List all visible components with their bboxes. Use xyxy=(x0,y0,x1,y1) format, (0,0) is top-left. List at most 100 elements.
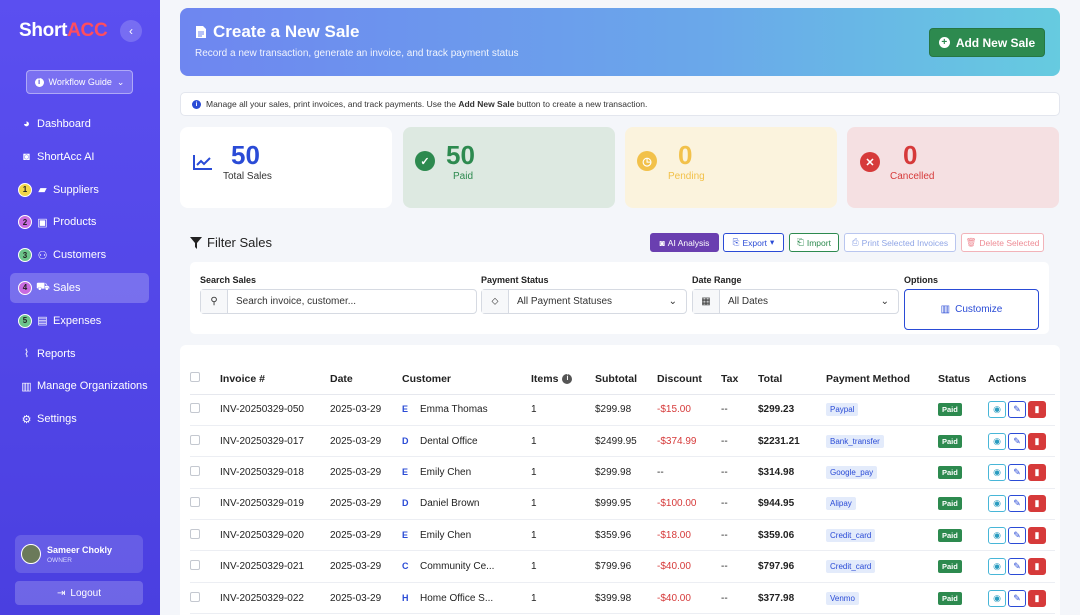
row-checkbox[interactable] xyxy=(190,591,200,602)
workflow-guide-button[interactable]: i Workflow Guide ⌄ xyxy=(26,70,133,94)
check-circle-icon: ✓ xyxy=(415,151,435,171)
col-subtotal[interactable]: Subtotal xyxy=(595,364,657,395)
sidebar-item-manage-organizations[interactable]: ▥ Manage Organizations xyxy=(10,371,149,401)
cancelled-label: Cancelled xyxy=(890,171,935,182)
sidebar-item-shortacc-ai[interactable]: ◙ ShortAcc AI xyxy=(10,142,149,172)
eye-icon: ◉ xyxy=(993,529,1001,540)
sidebar-item-customers[interactable]: 3 ⚇ Customers xyxy=(10,240,149,270)
edit-button[interactable]: ✎ xyxy=(1008,558,1026,576)
edit-icon: ✎ xyxy=(1013,529,1021,540)
view-button[interactable]: ◉ xyxy=(988,463,1006,481)
view-button[interactable]: ◉ xyxy=(988,432,1006,450)
tag-icon: ⬦ xyxy=(482,290,509,313)
delete-button[interactable]: ▮ xyxy=(1028,558,1046,576)
row-checkbox[interactable] xyxy=(190,497,200,508)
col-total[interactable]: Total xyxy=(758,364,826,395)
row-checkbox[interactable] xyxy=(190,560,200,571)
payment-method-badge: Google_pay xyxy=(826,465,878,479)
view-button[interactable]: ◉ xyxy=(988,526,1006,544)
delete-button[interactable]: ▮ xyxy=(1028,495,1046,513)
cell-invoice: INV-20250329-017 xyxy=(220,425,330,458)
date-range-select[interactable]: ▦ All Dates ⌄ xyxy=(692,289,899,314)
col-payment-method[interactable]: Payment Method xyxy=(826,364,938,395)
sidebar-item-products[interactable]: 2 ▣ Products xyxy=(10,207,149,237)
paid-value: 50 xyxy=(446,140,475,170)
sidebar-item-dashboard[interactable]: ◕ Dashboard xyxy=(10,109,149,139)
eye-icon: ◉ xyxy=(993,466,1001,477)
col-customer[interactable]: Customer xyxy=(402,364,531,395)
cell-actions: ◉ ✎ ▮ xyxy=(988,550,1055,583)
import-button[interactable]: ⎗ Import xyxy=(789,233,839,252)
sidebar-item-sales[interactable]: 4 ⛟ Sales xyxy=(10,272,149,303)
search-input[interactable]: ⚲ Search invoice, customer... xyxy=(200,289,477,314)
payment-status-select[interactable]: ⬦ All Payment Statuses ⌄ xyxy=(481,289,687,314)
row-checkbox[interactable] xyxy=(190,528,200,539)
add-new-sale-button[interactable]: + Add New Sale xyxy=(929,28,1045,57)
total-sales-label: Total Sales xyxy=(223,171,272,182)
trash-icon: ▮ xyxy=(1034,561,1040,572)
sidebar-item-suppliers[interactable]: 1 ▰ Suppliers xyxy=(10,175,149,205)
brand-logo[interactable]: ShortACC xyxy=(19,20,108,41)
export-button[interactable]: ⎘ Export ▾ xyxy=(723,233,784,252)
col-tax[interactable]: Tax xyxy=(721,364,758,395)
print-selected-button[interactable]: ⎙ Print Selected Invoices xyxy=(844,233,956,252)
sidebar-item-settings[interactable]: ⚙ Settings xyxy=(10,404,149,434)
sidebar-item-reports[interactable]: ⌇ Reports xyxy=(10,339,149,369)
view-button[interactable]: ◉ xyxy=(988,589,1006,607)
ai-analysis-button[interactable]: ◙ AI Analysis xyxy=(650,233,719,252)
cell-total: $2231.21 xyxy=(758,425,826,458)
user-card[interactable]: Sameer Chokly OWNER xyxy=(15,535,143,573)
cell-payment-method: Credit_card xyxy=(826,519,938,552)
col-invoice[interactable]: Invoice # xyxy=(220,364,330,395)
logout-button[interactable]: ⇥ Logout xyxy=(15,581,143,605)
info-icon[interactable]: i xyxy=(562,373,573,384)
row-checkbox[interactable] xyxy=(190,434,200,445)
page-subtitle: Record a new transaction, generate an in… xyxy=(195,48,519,59)
delete-button[interactable]: ▮ xyxy=(1028,401,1046,419)
delete-button[interactable]: ▮ xyxy=(1028,432,1046,450)
edit-icon: ✎ xyxy=(1013,592,1021,603)
col-items[interactable]: Items i xyxy=(531,364,595,395)
delete-selected-button[interactable]: 🗑 Delete Selected xyxy=(961,233,1044,252)
edit-icon: ✎ xyxy=(1013,561,1021,572)
customer-initial: D xyxy=(402,435,409,446)
date-range-value: All Dates xyxy=(728,296,769,307)
select-all-checkbox[interactable] xyxy=(190,372,200,383)
chevron-down-icon: ⌄ xyxy=(668,296,677,307)
view-button[interactable]: ◉ xyxy=(988,495,1006,513)
search-placeholder[interactable]: Search invoice, customer... xyxy=(236,296,357,307)
cell-discount: -- xyxy=(657,456,721,489)
cell-tax: -- xyxy=(721,519,758,552)
edit-button[interactable]: ✎ xyxy=(1008,495,1026,513)
cell-invoice: INV-20250329-020 xyxy=(220,519,330,552)
delete-button[interactable]: ▮ xyxy=(1028,589,1046,607)
edit-button[interactable]: ✎ xyxy=(1008,526,1026,544)
info-text: Manage all your sales, print invoices, a… xyxy=(206,99,647,109)
view-button[interactable]: ◉ xyxy=(988,401,1006,419)
edit-button[interactable]: ✎ xyxy=(1008,463,1026,481)
view-button[interactable]: ◉ xyxy=(988,558,1006,576)
delete-button[interactable]: ▮ xyxy=(1028,463,1046,481)
page-title: Create a New Sale xyxy=(195,22,359,42)
delete-button[interactable]: ▮ xyxy=(1028,526,1046,544)
cell-actions: ◉ ✎ ▮ xyxy=(988,425,1055,458)
edit-button[interactable]: ✎ xyxy=(1008,432,1026,450)
money-icon: ▤ xyxy=(37,315,48,328)
eye-icon: ◉ xyxy=(993,435,1001,446)
edit-button[interactable]: ✎ xyxy=(1008,401,1026,419)
info-icon: i xyxy=(34,77,44,87)
page-title-text: Create a New Sale xyxy=(213,22,360,41)
cart-icon: ⛟ xyxy=(36,280,50,293)
col-date[interactable]: Date xyxy=(330,364,402,395)
cell-actions: ◉ ✎ ▮ xyxy=(988,456,1055,489)
customize-button[interactable]: ▥ Customize xyxy=(904,289,1039,330)
row-checkbox[interactable] xyxy=(190,403,200,414)
row-checkbox[interactable] xyxy=(190,465,200,476)
collapse-sidebar-button[interactable]: ‹ xyxy=(120,20,142,42)
edit-button[interactable]: ✎ xyxy=(1008,589,1026,607)
col-status[interactable]: Status xyxy=(938,364,988,395)
col-discount[interactable]: Discount xyxy=(657,364,721,395)
cell-date: 2025-03-29 xyxy=(330,582,402,615)
sidebar-item-expenses[interactable]: 5 ▤ Expenses xyxy=(10,306,149,336)
cell-payment-method: Venmo xyxy=(826,582,938,615)
